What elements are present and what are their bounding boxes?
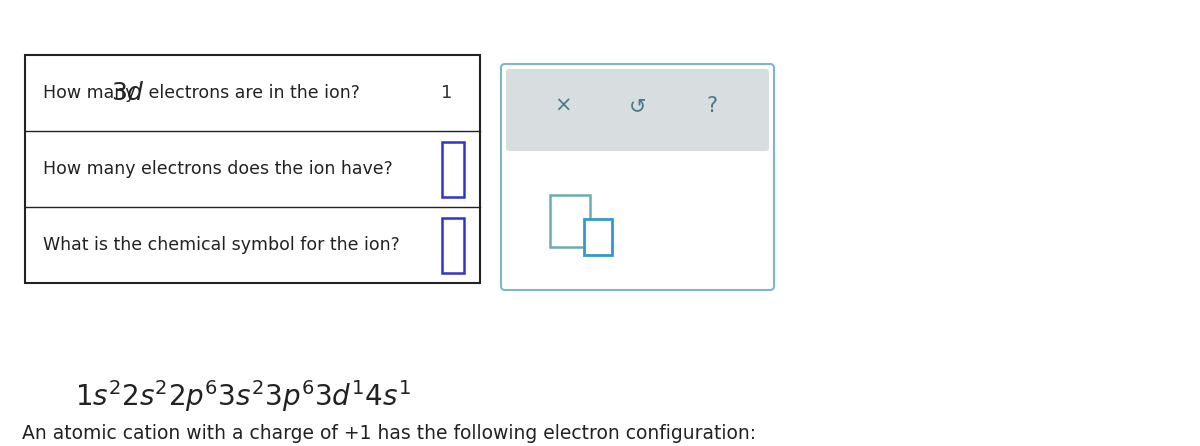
Bar xyxy=(442,218,464,273)
Bar xyxy=(584,219,612,255)
Bar xyxy=(442,141,464,197)
Text: $1s^{2}2s^{2}2p^{6}3s^{2}3p^{6}3d^{1}4s^{1}$: $1s^{2}2s^{2}2p^{6}3s^{2}3p^{6}3d^{1}4s^… xyxy=(74,378,410,414)
Text: 1: 1 xyxy=(442,84,452,102)
Text: electrons are in the ion?: electrons are in the ion? xyxy=(143,84,360,102)
Text: ×: × xyxy=(554,96,572,116)
FancyBboxPatch shape xyxy=(502,64,774,290)
Bar xyxy=(550,195,590,247)
Text: An atomic cation with a charge of +1 has the following electron configuration:: An atomic cation with a charge of +1 has… xyxy=(22,424,756,443)
FancyBboxPatch shape xyxy=(506,69,769,151)
Bar xyxy=(25,55,480,283)
Text: How many electrons does the ion have?: How many electrons does the ion have? xyxy=(43,160,392,178)
Text: How many: How many xyxy=(43,84,142,102)
Text: ?: ? xyxy=(706,96,718,116)
Text: $3d$: $3d$ xyxy=(112,81,145,105)
Text: ↺: ↺ xyxy=(629,96,647,116)
Text: What is the chemical symbol for the ion?: What is the chemical symbol for the ion? xyxy=(43,236,400,254)
